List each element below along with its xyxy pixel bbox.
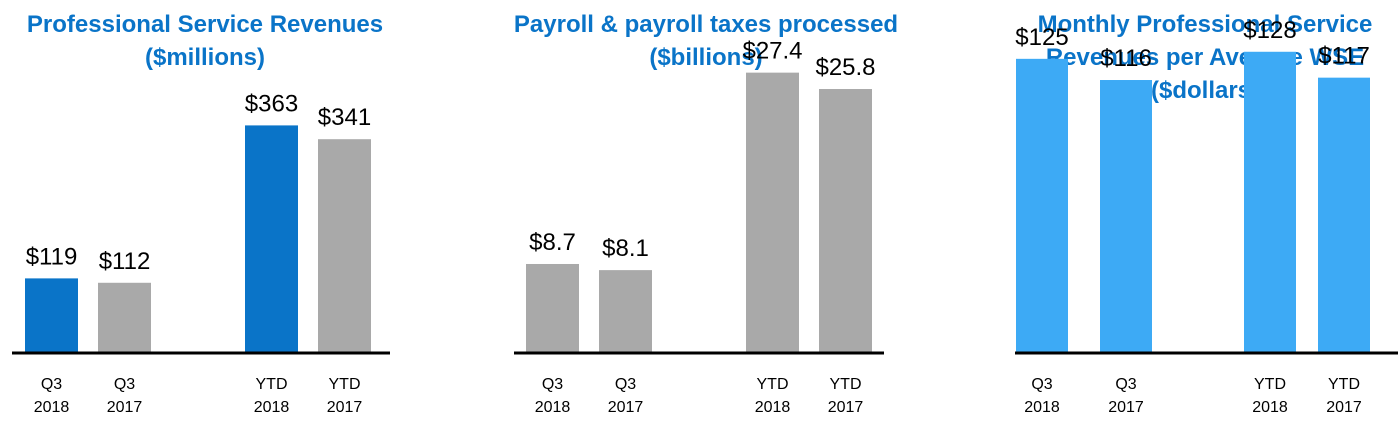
x-tick-label: 2017 [327,399,363,416]
x-tick-label: Q3 [542,376,563,393]
x-tick-label: YTD [830,376,862,393]
bar [245,125,298,353]
bar [599,270,652,353]
x-tick-label: YTD [1254,376,1286,393]
data-label: $8.1 [602,235,649,262]
data-label: $125 [1015,24,1068,51]
bar [526,263,579,353]
chart-title: Professional Service Revenues ($millions… [26,11,384,71]
data-label: $112 [99,248,151,275]
chart-panel-monthly-revenues-per-wse: Monthly Professional Service Revenues pe… [1012,0,1398,428]
bar [1016,58,1068,353]
x-tick-label: Q3 [1115,376,1136,393]
x-tick-label: Q3 [114,376,135,393]
x-tick-label: YTD [256,376,288,393]
data-label: $116 [1100,45,1152,72]
x-tick-label: Q3 [1031,376,1052,393]
x-tick-label: 2017 [107,399,143,416]
data-label: $27.4 [742,38,802,65]
bar [1100,80,1152,353]
x-tick-label: 2018 [1252,399,1288,416]
bar [819,89,872,353]
x-tick-label: 2018 [755,399,791,416]
data-label: $117 [1318,43,1370,70]
bar-chart: $125 Q3 2018 $116 Q3 2017 $128 YTD 2018 $117 YTD 20… [1015,17,1398,416]
chart-title: Monthly Professional Service Revenues pe… [1037,11,1373,104]
chart-panel-payroll-taxes-processed: Payroll & payroll taxes processed ($bill… [490,0,922,428]
bar-chart: $119 Q3 2018 $112 Q3 2017 $363 YTD 2018 $341 YTD 20… [12,90,390,416]
bar-chart: $8.7 Q3 2018 $8.1 Q3 2017 $27.4 YTD 2018 $25.8 YTD… [514,38,884,416]
bar [98,282,151,353]
x-tick-label: YTD [1328,376,1360,393]
chart-panel-professional-service-revenues: Professional Service Revenues ($millions… [0,0,410,428]
chart-title: Payroll & payroll taxes processed ($bill… [513,11,899,71]
data-label: $8.7 [529,229,576,256]
bar [318,139,371,353]
x-tick-label: 2018 [1024,399,1060,416]
bar [746,72,799,354]
x-tick-label: Q3 [41,376,62,393]
bar [1244,51,1296,353]
bar [1318,77,1370,353]
x-tick-label: YTD [757,376,789,393]
x-tick-label: 2018 [254,399,290,416]
x-tick-label: 2017 [828,399,864,416]
data-label: $341 [318,104,371,131]
data-label: $25.8 [815,54,875,81]
data-label: $119 [26,243,78,270]
x-tick-label: 2017 [608,399,644,416]
x-tick-label: Q3 [615,376,636,393]
bar [25,278,78,353]
x-tick-label: 2017 [1326,399,1362,416]
data-label: $128 [1243,17,1296,44]
x-tick-label: 2017 [1108,399,1144,416]
x-tick-label: 2018 [34,399,70,416]
data-label: $363 [245,90,298,117]
x-tick-label: YTD [329,376,361,393]
x-tick-label: 2018 [535,399,571,416]
